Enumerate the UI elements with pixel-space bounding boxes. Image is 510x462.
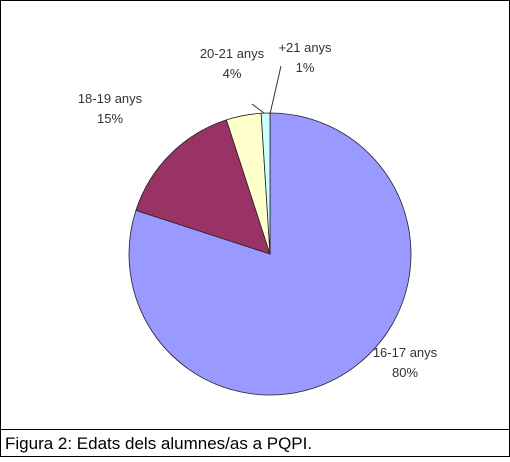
slice-label: 16-17 anys bbox=[373, 345, 438, 360]
leader-line bbox=[269, 65, 282, 115]
pie-slice bbox=[135, 119, 271, 255]
caption: Figura 2: Edats dels alumnes/as a PQPI. bbox=[5, 434, 312, 453]
slice-label: 18-19 anys bbox=[78, 91, 143, 106]
slice-value: 1% bbox=[296, 60, 315, 75]
slice-label: 20-21 anys bbox=[200, 46, 265, 61]
slice-label: +21 anys bbox=[278, 40, 332, 55]
pie-chart: 16-17 anys 80% 18-19 anys 15% 20-21 anys 4% +2… bbox=[78, 40, 438, 396]
slice-value: 4% bbox=[223, 66, 242, 81]
slice-value: 15% bbox=[97, 111, 123, 126]
slice-value: 80% bbox=[392, 365, 418, 380]
